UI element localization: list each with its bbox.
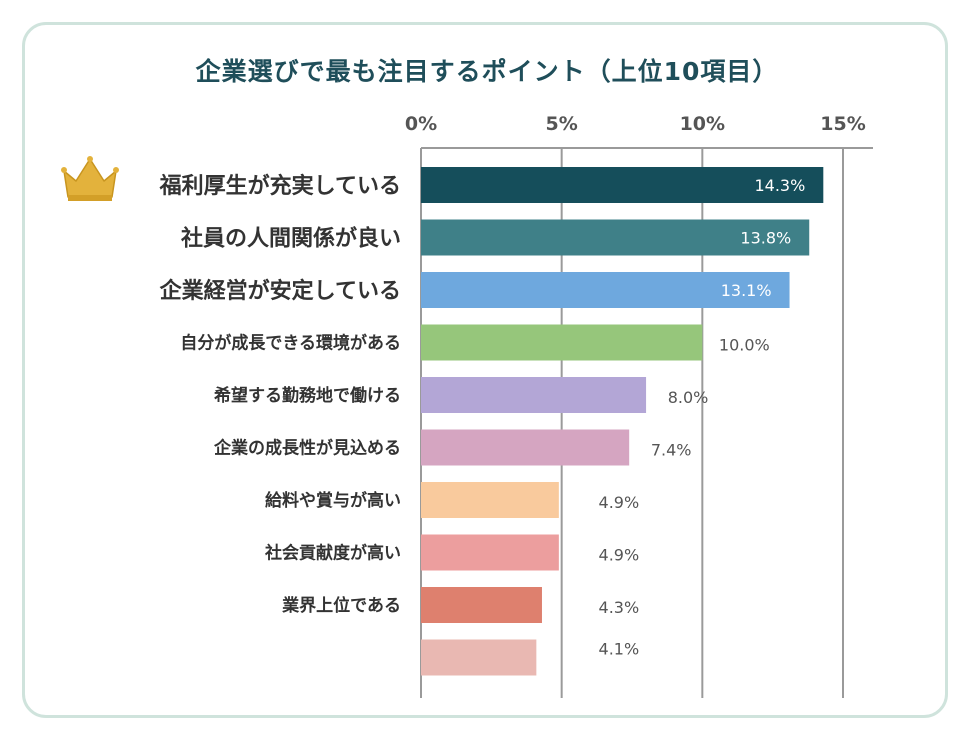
x-tick-label: 10% xyxy=(680,113,725,135)
x-axis-ticks: 0% 5% 10% 15% xyxy=(405,113,866,135)
data-label: 4.1% xyxy=(599,640,640,659)
bar xyxy=(421,167,824,203)
bars xyxy=(421,167,824,676)
category-label: 社会貢献度が高い xyxy=(264,543,401,564)
data-label: 4.9% xyxy=(599,493,640,512)
x-tick-label: 15% xyxy=(820,113,865,135)
chart-title: 企業選びで最も注目するポイント（上位10項目） xyxy=(195,57,779,86)
bar xyxy=(421,482,559,518)
data-label: 4.3% xyxy=(599,598,640,617)
category-label: 業界上位である xyxy=(282,595,401,616)
category-label: 希望する勤務地で働ける xyxy=(214,385,401,406)
data-labels: 14.3% 13.8% 13.1% 10.0% 8.0% 7.4% 4.9% 4.9% 4.3%… xyxy=(599,176,806,659)
data-label: 10.0% xyxy=(719,336,770,355)
data-label: 7.4% xyxy=(651,441,692,460)
crown-icon xyxy=(61,156,119,201)
bar xyxy=(421,429,630,466)
data-label: 13.1% xyxy=(721,281,772,300)
category-label: 企業経営が安定している xyxy=(159,278,401,304)
category-label: 社員の人間関係が良い xyxy=(181,226,401,252)
bar xyxy=(421,219,810,256)
x-tick-label: 5% xyxy=(546,113,578,135)
bar xyxy=(421,587,542,623)
data-label: 8.0% xyxy=(668,388,709,407)
bar xyxy=(421,377,647,413)
bar xyxy=(421,534,559,571)
data-label: 14.3% xyxy=(754,176,805,195)
bar xyxy=(421,324,703,361)
category-labels: 福利厚生が充実している社員の人間関係が良い企業経営が安定している自分が成長できる… xyxy=(159,173,401,616)
data-label: 4.9% xyxy=(599,546,640,565)
category-label: 自分が成長できる環境がある xyxy=(180,333,401,354)
x-tick-label: 0% xyxy=(405,113,437,135)
category-label: 福利厚生が充実している xyxy=(159,173,401,199)
bar xyxy=(421,272,790,308)
bar xyxy=(421,639,537,676)
data-label: 13.8% xyxy=(740,229,791,248)
category-label: 給料や賞与が高い xyxy=(265,490,401,511)
category-label: 企業の成長性が見込める xyxy=(213,438,401,459)
